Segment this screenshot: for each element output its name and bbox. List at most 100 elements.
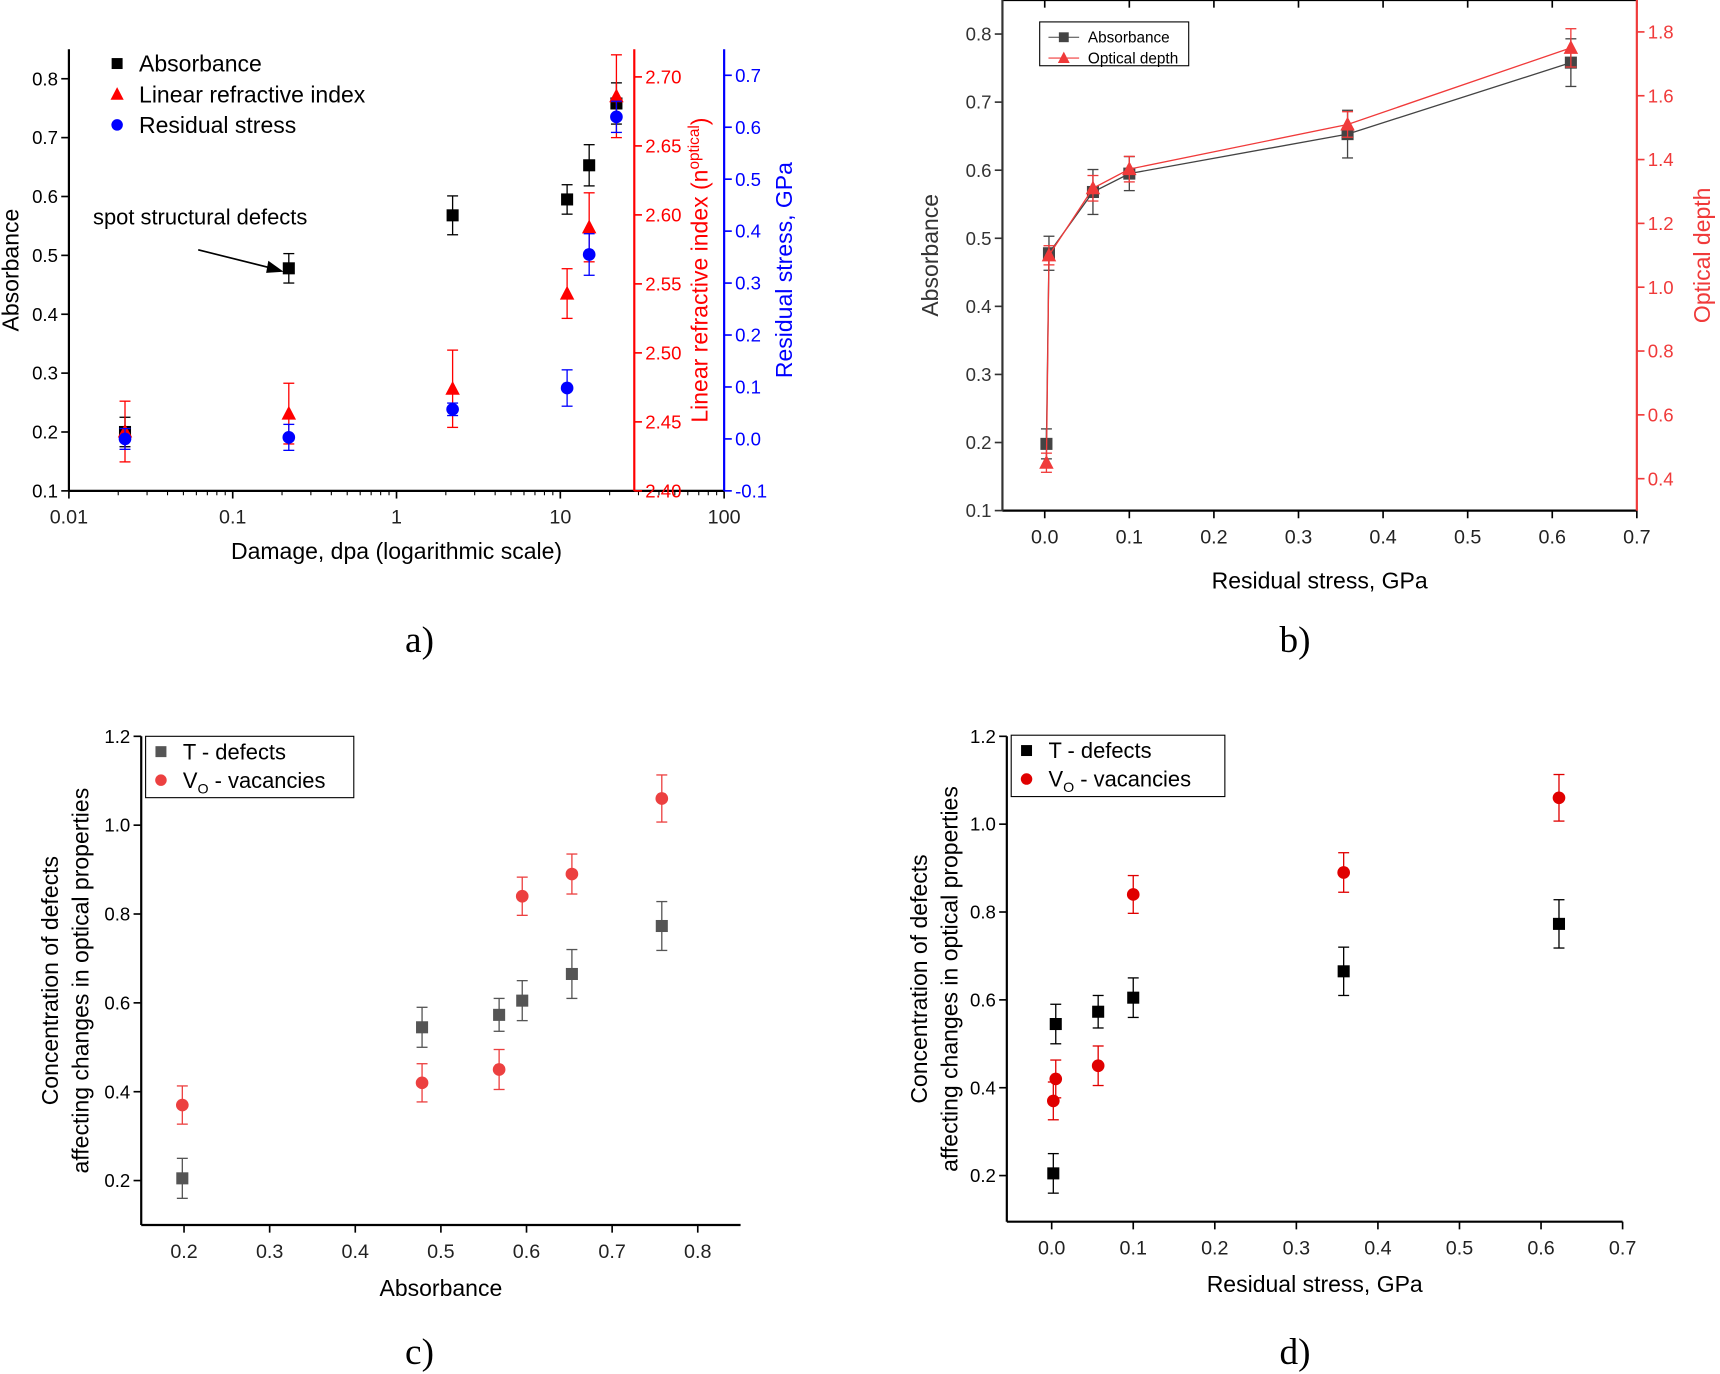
data-point — [610, 110, 623, 124]
data-point — [1552, 917, 1566, 930]
legend-marker — [1021, 745, 1033, 757]
y-tick-label-left: 0.8 — [966, 24, 992, 45]
legend-marker — [111, 119, 123, 131]
legend-label-end: - vacancies — [209, 768, 326, 793]
x-tick-label: 1 — [391, 507, 402, 529]
y-axis-title-red: Optical depth — [1689, 188, 1715, 324]
x-tick-label: 0.7 — [598, 1241, 625, 1263]
chart-panel-c: 0.2 0.3 0.4 0.5 0.6 0.7 0.8 Absorbance 0.2 0.4 0.6… — [37, 726, 741, 1301]
chart-panel-a: 0.01 0.1 1 10 100 Damage, dpa (logarithmic sc… — [0, 49, 797, 564]
x-tick-label: 0.7 — [1609, 1238, 1636, 1260]
y-tick-label-left: 0.5 — [966, 228, 992, 249]
x-tick-label: 100 — [708, 507, 741, 529]
series-line — [1045, 47, 1572, 463]
y-tick-label-left: 0.4 — [966, 296, 992, 317]
series-residual-stress — [118, 100, 623, 452]
y-tick-label-left: 0.4 — [970, 1077, 996, 1098]
series-v — [1046, 773, 1566, 1121]
y-tick-label-red: 2.50 — [645, 342, 681, 363]
x-tick-label: 0.3 — [256, 1241, 283, 1263]
data-point — [1041, 247, 1057, 262]
legend-marker — [1058, 32, 1069, 43]
x-tick-label: 0.1 — [219, 507, 246, 529]
legend-label: Linear refractive index — [139, 81, 366, 107]
data-point — [492, 1063, 506, 1076]
y-tick-label-red: 2.70 — [645, 66, 681, 87]
y-tick-label-left: 0.4 — [104, 1081, 130, 1102]
legend-marker — [1020, 773, 1033, 785]
data-point — [561, 193, 574, 206]
legend: T - defects VO - vacancies — [1010, 734, 1226, 798]
legend-label-sub: O — [197, 781, 208, 797]
x-tick-label: 0.0 — [1038, 1238, 1065, 1260]
y-tick-label-red: 0.4 — [1648, 468, 1674, 489]
y-tick-label-left: 0.2 — [966, 432, 992, 453]
y-axis-title-end: ) — [687, 118, 713, 126]
legend-label: T - defects — [183, 739, 286, 764]
y-tick-label-left: 0.2 — [970, 1165, 996, 1186]
y-tick-label-left: 0.3 — [32, 363, 58, 384]
legend-marker — [110, 87, 124, 100]
x-tick-label: 0.7 — [1623, 526, 1650, 548]
y-tick-label-left: 0.6 — [32, 186, 58, 207]
y-tick-label-blue: 0.1 — [735, 377, 761, 398]
data-point — [560, 381, 574, 395]
y-axis-title-blue: Residual stress, GPa — [771, 162, 797, 378]
data-point — [1337, 965, 1350, 978]
data-point — [1122, 161, 1137, 176]
x-tick-label: 0.5 — [427, 1241, 454, 1263]
chart-panel-d: 0.0 0.1 0.2 0.3 0.4 0.5 0.6 0.7 Residual stress,… — [906, 726, 1636, 1297]
y-tick-label-left: 0.6 — [966, 160, 992, 181]
y-axis-title-line2: affecting changes in optical properties — [68, 788, 94, 1174]
y-tick-label-red: 2.65 — [645, 135, 681, 156]
x-tick-label: 0.2 — [1200, 526, 1227, 548]
data-point — [445, 380, 460, 395]
x-axis-title: Damage, dpa (logarithmic scale) — [231, 538, 562, 564]
legend-box — [1010, 734, 1226, 798]
legend-label-sub: O — [1063, 780, 1074, 796]
x-tick-label: 0.4 — [342, 1241, 369, 1263]
x-tick-label: 0.5 — [1454, 526, 1481, 548]
panel-label-d: d) — [1279, 1332, 1310, 1373]
data-point — [1047, 1167, 1060, 1180]
x-axis-title: Residual stress, GPa — [1207, 1271, 1423, 1297]
data-point — [655, 919, 668, 933]
x-tick-label: 0.01 — [50, 507, 88, 529]
data-point — [565, 967, 578, 981]
data-point — [446, 402, 459, 416]
y-axis-title-left: Absorbance — [0, 209, 24, 332]
y-tick-label-left: 0.6 — [970, 989, 996, 1010]
y-axis-title-left: Concentration of defects — [37, 856, 63, 1105]
legend-label: Optical depth — [1088, 50, 1178, 67]
y-tick-label-left: 0.8 — [970, 902, 996, 923]
data-point — [415, 1076, 429, 1090]
data-point — [655, 792, 669, 805]
legend-label: Absorbance — [139, 51, 262, 77]
legend-box — [145, 735, 355, 799]
data-point — [176, 1172, 189, 1185]
y-tick-label-left: 1.2 — [104, 726, 130, 747]
y-tick-label-left: 0.2 — [104, 1170, 130, 1191]
y-tick-label-left: 1.0 — [970, 814, 996, 835]
y-tick-label-blue: 0.0 — [735, 428, 761, 449]
data-point — [1049, 1018, 1062, 1031]
x-axis-title: Absorbance — [380, 1275, 503, 1301]
x-tick-label: 0.1 — [1120, 1238, 1147, 1260]
y-tick-label-red: 1.0 — [1648, 277, 1674, 298]
x-tick-label: 0.6 — [1539, 526, 1566, 548]
data-point — [1340, 116, 1355, 131]
y-tick-label-blue: -0.1 — [735, 480, 767, 501]
legend-marker — [111, 58, 123, 70]
data-point — [516, 994, 529, 1007]
legend-marker — [155, 746, 167, 758]
legend-marker — [1057, 51, 1070, 64]
chart-panel-b: 0.0 0.1 0.2 0.3 0.4 0.5 0.6 0.7 Residual stress,… — [917, 0, 1715, 593]
y-axis-title-sup: optical — [686, 125, 703, 169]
data-point — [1049, 1072, 1063, 1086]
data-point — [1337, 866, 1350, 879]
y-tick-label-red: 2.45 — [645, 411, 681, 432]
x-tick-label: 0.1 — [1116, 526, 1143, 548]
y-tick-label-blue: 0.6 — [735, 117, 761, 138]
data-point — [1552, 791, 1566, 805]
